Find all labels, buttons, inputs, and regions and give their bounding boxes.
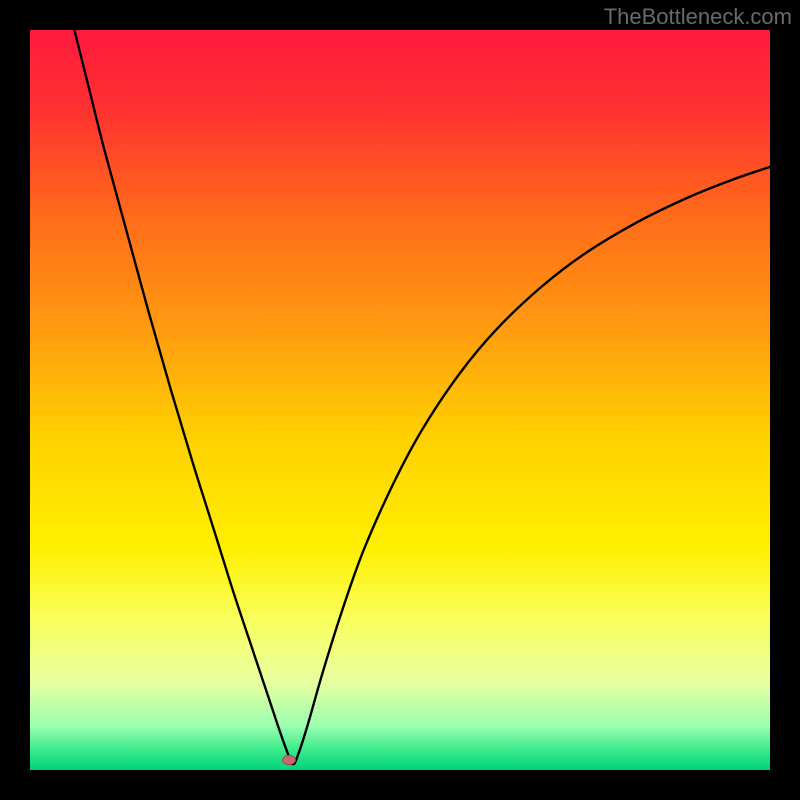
min-marker xyxy=(282,755,296,765)
bottleneck-curve xyxy=(30,30,770,770)
plot-area xyxy=(30,30,770,770)
watermark-text: TheBottleneck.com xyxy=(604,4,792,30)
chart-frame: TheBottleneck.com xyxy=(0,0,800,800)
